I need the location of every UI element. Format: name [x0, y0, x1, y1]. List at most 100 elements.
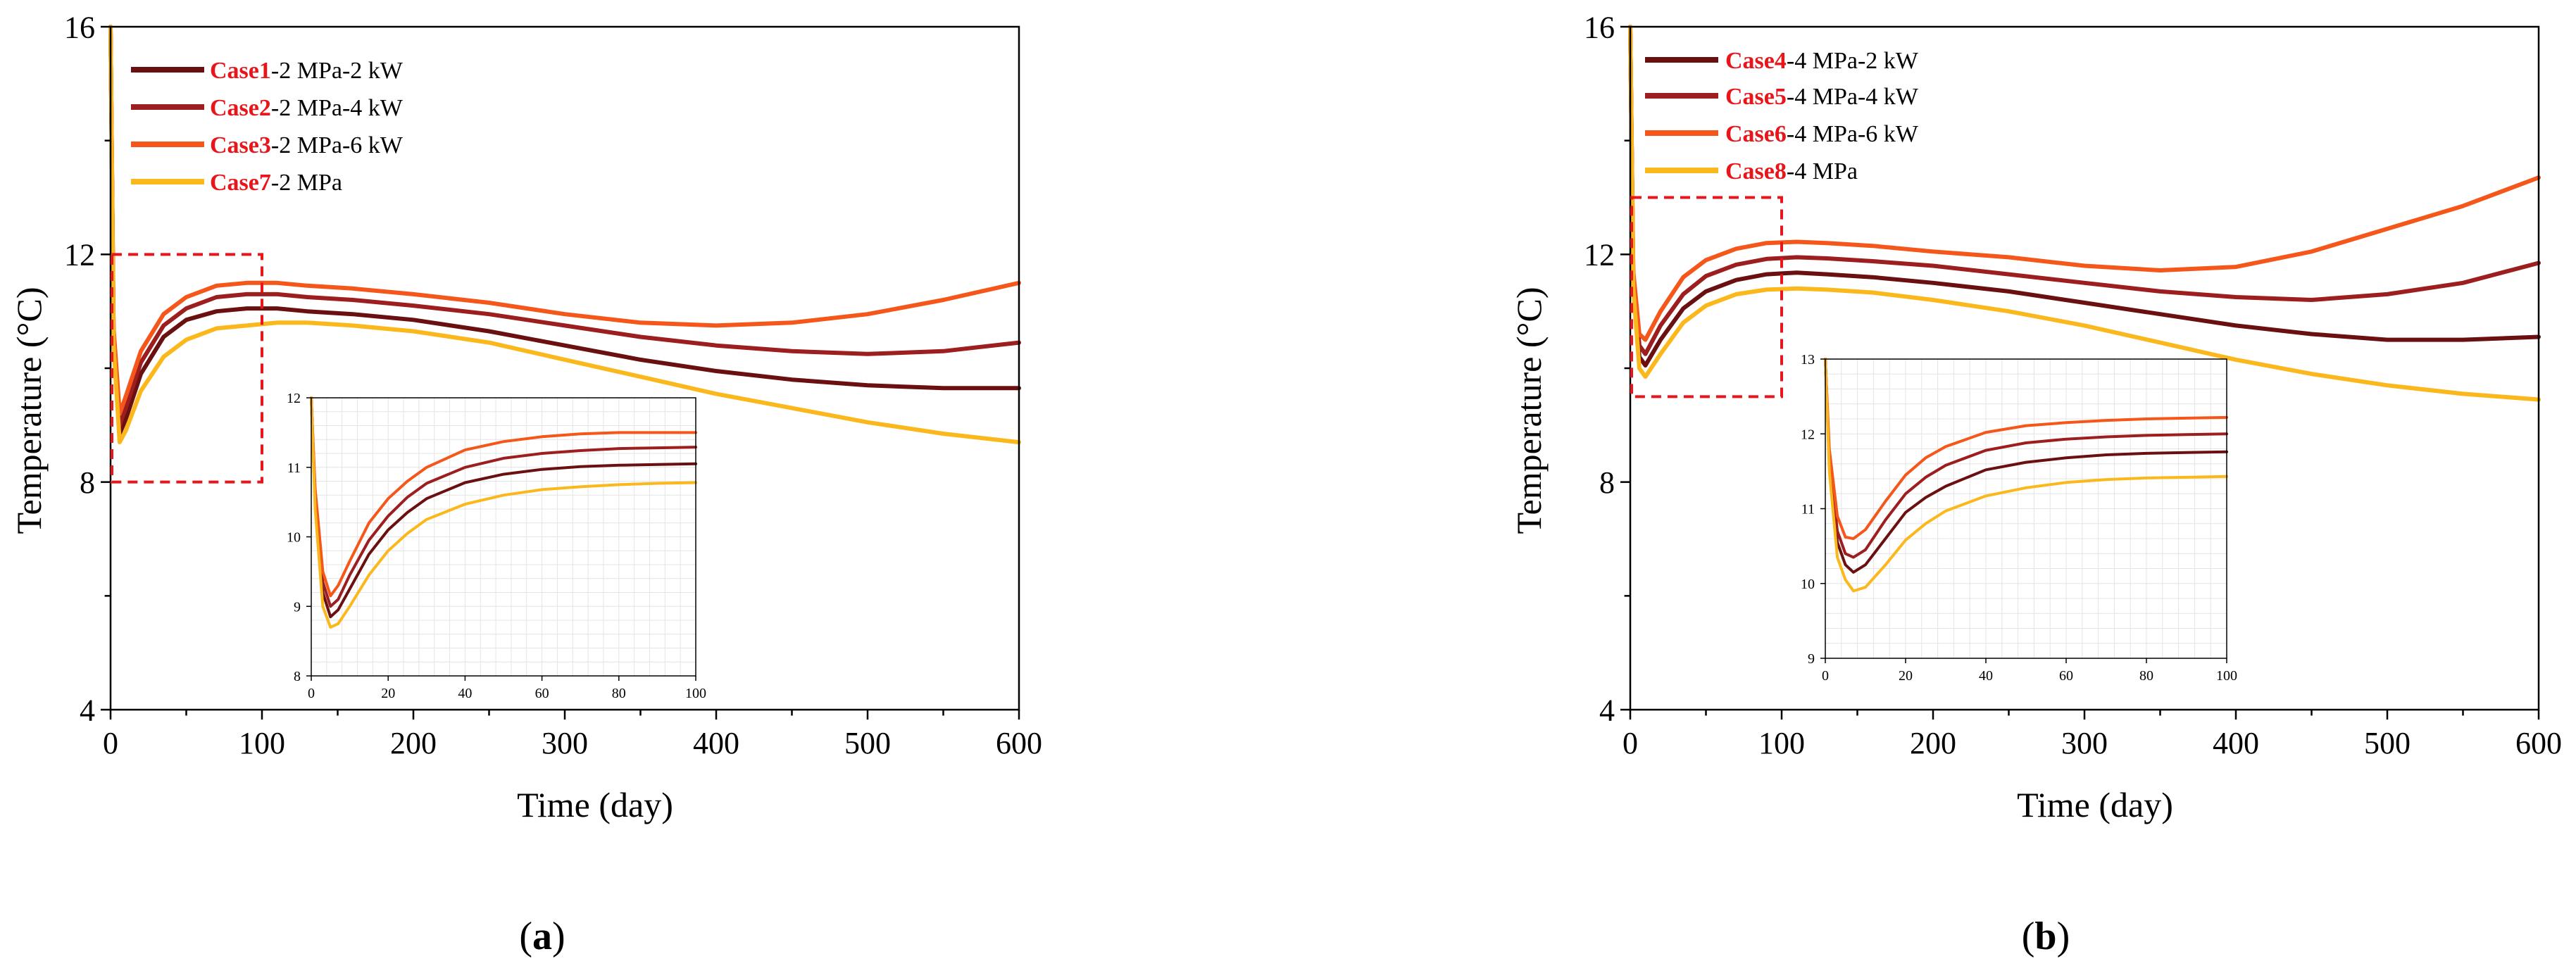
inset-grid: [1825, 359, 2227, 658]
series-line: [108, 25, 1021, 416]
x-tick-label: 60: [2059, 668, 2073, 684]
x-tick-label: 80: [612, 686, 626, 701]
x-tick-label: 300: [542, 726, 588, 760]
x-tick-label: 500: [844, 726, 891, 760]
x-tick-label: 0: [1822, 668, 1829, 684]
x-tick-label: 400: [693, 726, 739, 760]
legend-rest: -2 MPa-4 kW: [271, 95, 404, 121]
y-tick-label: 10: [1801, 577, 1815, 592]
legend-case: Case2: [210, 95, 271, 121]
panel-b-ylabel: Temperature (°C): [1509, 287, 1549, 534]
x-tick-label: 100: [239, 726, 285, 760]
y-tick-label: 12: [1584, 238, 1615, 272]
legend-entry: Case1-2 MPa-2 kW: [210, 58, 404, 84]
series-line: [1628, 25, 2541, 368]
x-tick-label: 300: [2061, 726, 2108, 760]
x-tick-label: 400: [2213, 726, 2259, 760]
series-line: [108, 25, 1021, 427]
x-tick-label: 60: [535, 686, 549, 701]
legend-case: Case5: [1725, 84, 1787, 110]
legend-entry: Case2-2 MPa-4 kW: [210, 95, 404, 121]
series-line: [310, 396, 697, 598]
x-tick-label: 100: [1758, 726, 1805, 760]
x-tick-label: 0: [308, 686, 315, 701]
series-line: [1824, 358, 2228, 593]
legend-entry: Case4-4 MPa-2 kW: [1725, 48, 1919, 74]
series-line: [1824, 358, 2228, 540]
legend-entry: Case7-2 MPa: [210, 170, 342, 196]
y-tick-label: 16: [64, 10, 95, 44]
x-tick-label: 600: [2515, 726, 2562, 760]
x-tick-label: 200: [390, 726, 437, 760]
legend-rest: -4 MPa-6 kW: [1787, 121, 1919, 147]
y-tick-label: 11: [287, 460, 301, 476]
y-tick-label: 4: [1599, 693, 1615, 727]
legend-case: Case8: [1725, 158, 1787, 184]
legend-rest: -4 MPa-2 kW: [1787, 48, 1919, 74]
series-line: [1824, 358, 2228, 559]
panel-a-ylabel: Temperature (°C): [9, 287, 49, 534]
y-tick-label: 10: [287, 530, 301, 546]
panel-b-xlabel: Time (day): [2017, 785, 2173, 824]
y-tick-label: 8: [294, 669, 301, 684]
legend-entry: Case3-2 MPa-6 kW: [210, 132, 404, 158]
panel-b-inset-plot: 0 20 40 60 80 100 9 10 11 12 13: [1801, 352, 2237, 684]
x-tick-label: 500: [2364, 726, 2411, 760]
legend-rest: -4 MPa: [1787, 158, 1858, 184]
y-tick-label: 8: [1599, 465, 1615, 500]
panel-a: 0 100 200 300 400 500 600 4 8 12 16 0 20 40 60 80 100 8 9…: [9, 10, 1042, 958]
zoom-region-box: [111, 253, 263, 484]
x-tick-label: 20: [1899, 668, 1913, 684]
panel-b-main-plot: 0 100 200 300 400 500 600 4 8 12 16: [1584, 10, 2562, 760]
series-line: [310, 396, 697, 619]
x-tick-label: 20: [381, 686, 395, 701]
series-line: [1628, 25, 2541, 342]
panel-b-label: (b): [2022, 915, 2070, 958]
legend-entry: Case8-4 MPa: [1725, 158, 1858, 184]
panel-a-legend: Case1-2 MPa-2 kW Case2-2 MPa-4 kW Case3-…: [131, 58, 404, 196]
zoom-region-box: [1630, 196, 1783, 398]
inset-grid: [311, 398, 696, 676]
panel-b: 0 100 200 300 400 500 600 4 8 12 16 0 20 40 60 80 100 9 1…: [1509, 10, 2562, 958]
x-tick-label: 600: [996, 726, 1042, 760]
y-tick-label: 12: [1801, 427, 1815, 442]
legend-case: Case3: [210, 132, 271, 158]
series-line: [108, 25, 1021, 436]
y-tick-label: 12: [64, 238, 95, 272]
legend-case: Case6: [1725, 121, 1787, 147]
legend-rest: -2 MPa: [271, 170, 342, 196]
x-tick-label: 100: [685, 686, 706, 701]
legend-entry: Case5-4 MPa-4 kW: [1725, 84, 1919, 110]
x-tick-label: 200: [1910, 726, 1956, 760]
legend-rest: -2 MPa-6 kW: [271, 132, 404, 158]
panel-a-zoom-box: [111, 253, 263, 484]
y-tick-label: 16: [1584, 10, 1615, 44]
legend-rest: -2 MPa-2 kW: [271, 58, 404, 84]
y-tick-label: 11: [1801, 502, 1815, 517]
series-line: [1628, 25, 2541, 402]
x-tick-label: 0: [103, 726, 118, 760]
panel-b-zoom-box: [1630, 196, 1783, 398]
panel-a-inset-plot: 0 20 40 60 80 100 8 9 10 11 12: [287, 391, 706, 701]
y-tick-label: 12: [287, 391, 301, 406]
x-tick-label: 100: [2216, 668, 2237, 684]
series-line: [310, 396, 697, 629]
panel-a-xlabel: Time (day): [517, 785, 673, 824]
series-line: [310, 396, 697, 608]
legend-case: Case1: [210, 58, 271, 84]
y-tick-label: 13: [1801, 352, 1815, 368]
legend-entry: Case6-4 MPa-6 kW: [1725, 121, 1919, 147]
y-tick-label: 8: [80, 465, 95, 500]
panel-b-legend: Case4-4 MPa-2 kW Case5-4 MPa-4 kW Case6-…: [1645, 48, 1919, 184]
panel-a-label: (a): [519, 915, 565, 958]
y-tick-label: 9: [1808, 651, 1815, 667]
legend-rest: -4 MPa-4 kW: [1787, 84, 1919, 110]
series-line: [1824, 358, 2228, 574]
y-tick-label: 4: [80, 693, 95, 727]
legend-case: Case4: [1725, 48, 1787, 74]
y-tick-label: 9: [294, 599, 301, 615]
series-line: [108, 25, 1021, 445]
